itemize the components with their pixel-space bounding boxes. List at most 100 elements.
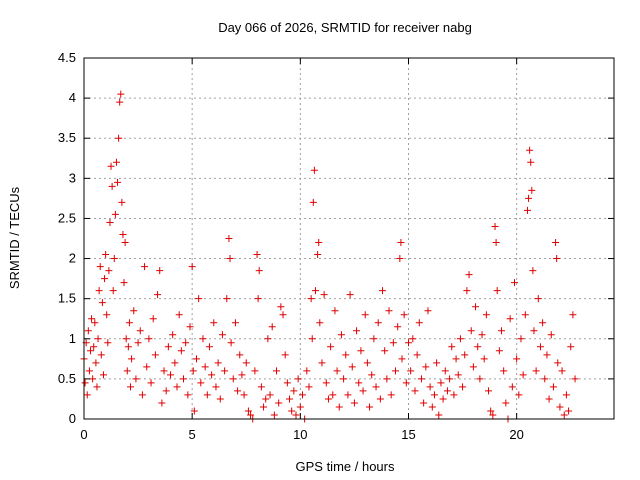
data-point — [552, 239, 560, 247]
data-point — [186, 323, 194, 331]
y-tick-label: 1.5 — [58, 291, 76, 306]
data-point — [107, 162, 115, 170]
data-point — [558, 367, 566, 375]
data-point — [286, 395, 294, 403]
data-point — [355, 379, 363, 387]
data-point — [376, 395, 384, 403]
data-point — [205, 343, 213, 351]
data-point — [450, 391, 458, 399]
data-point — [281, 351, 289, 359]
data-point — [502, 399, 510, 407]
data-point — [508, 383, 516, 391]
data-point — [138, 391, 146, 399]
data-point — [119, 230, 127, 238]
data-point — [221, 367, 229, 375]
data-point — [244, 407, 252, 415]
data-point — [469, 363, 477, 371]
data-point — [327, 343, 335, 351]
y-tick-label: 4.5 — [58, 50, 76, 65]
data-point — [251, 367, 259, 375]
data-point — [105, 267, 113, 275]
data-point — [85, 367, 93, 375]
data-point — [171, 359, 179, 367]
data-point — [569, 311, 577, 319]
data-point — [81, 379, 89, 387]
data-point — [308, 335, 316, 343]
data-point — [437, 379, 445, 387]
data-point — [553, 255, 561, 263]
data-point — [102, 251, 110, 259]
data-point — [329, 391, 337, 399]
data-point — [110, 255, 118, 263]
data-point — [322, 379, 330, 387]
data-point — [84, 327, 92, 335]
data-point — [223, 295, 231, 303]
data-point — [303, 367, 311, 375]
data-point — [571, 375, 579, 383]
data-point — [404, 339, 412, 347]
data-point — [86, 347, 94, 355]
data-point — [97, 351, 105, 359]
data-point — [101, 275, 109, 283]
data-point — [527, 158, 535, 166]
data-point — [344, 391, 352, 399]
data-point — [111, 210, 119, 218]
data-point — [463, 287, 471, 295]
data-point — [116, 98, 124, 106]
axis-ticks: 0 0.5 1 1.5 2 2.5 3 3.5 4 4.5 0 5 10 15 20 — [58, 50, 614, 442]
data-point — [443, 387, 451, 395]
data-point — [528, 186, 536, 194]
data-point — [543, 351, 551, 359]
data-point — [521, 311, 529, 319]
data-point — [335, 403, 343, 411]
y-tick-label: 0.5 — [58, 371, 76, 386]
data-point — [94, 335, 102, 343]
data-point — [461, 351, 469, 359]
data-point — [167, 371, 175, 379]
data-point — [525, 194, 533, 202]
data-point — [492, 239, 500, 247]
data-point — [149, 315, 157, 323]
data-point — [389, 339, 397, 347]
data-point — [125, 319, 133, 327]
data-point — [452, 355, 460, 363]
data-point — [366, 403, 374, 411]
data-point — [430, 391, 438, 399]
data-point — [277, 303, 285, 311]
data-point — [363, 359, 371, 367]
data-point — [305, 383, 313, 391]
data-point — [210, 319, 218, 327]
data-point — [240, 391, 248, 399]
data-point — [268, 323, 276, 331]
data-point — [459, 383, 467, 391]
data-point — [247, 411, 255, 419]
data-point — [229, 375, 237, 383]
data-point — [253, 251, 261, 259]
data-point — [476, 375, 484, 383]
data-point — [318, 359, 326, 367]
data-point — [337, 331, 345, 339]
data-point — [316, 319, 324, 327]
data-point — [379, 287, 387, 295]
data-point — [539, 319, 547, 327]
data-point — [160, 367, 168, 375]
data-point — [283, 379, 291, 387]
y-tick-label: 1 — [69, 331, 76, 346]
data-point — [536, 343, 544, 351]
data-point — [231, 319, 239, 327]
data-point — [225, 235, 233, 242]
data-point — [180, 375, 188, 383]
data-point — [195, 295, 203, 303]
data-point — [90, 343, 98, 351]
data-point — [368, 371, 376, 379]
data-point — [311, 287, 319, 295]
data-point — [158, 399, 166, 407]
data-point — [331, 307, 339, 315]
data-point — [175, 311, 183, 319]
data-point — [162, 387, 170, 395]
data-point — [141, 263, 149, 271]
data-point — [547, 331, 555, 339]
data-point — [266, 391, 274, 399]
data-point — [255, 267, 263, 275]
data-point — [472, 303, 480, 311]
